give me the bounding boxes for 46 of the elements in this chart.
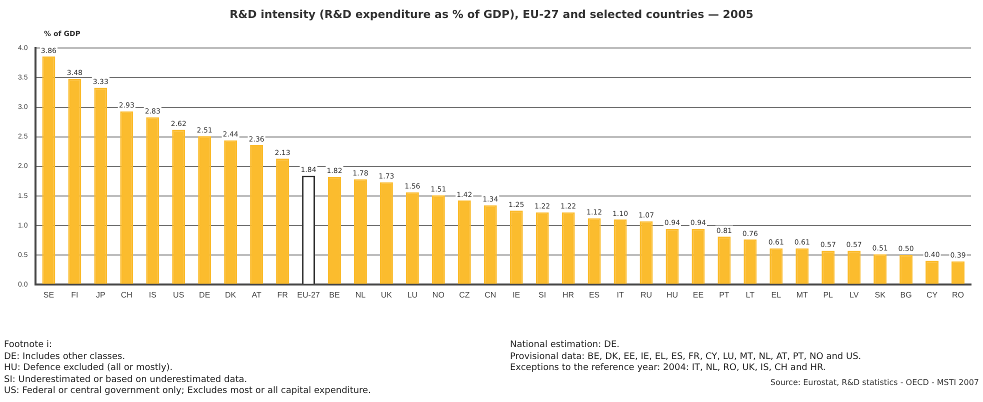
- chart-title: R&D intensity (R&D expenditure as % of GDP), EU-27 and selected countries — 2005: [228, 8, 754, 21]
- text: Provisional data: BE, DK, EE, IE, EL, ES, FR, CY, LU, MT, NL, AT, PT, NO and US.: [510, 352, 862, 363]
- x-tick-label: RO: [952, 290, 964, 300]
- x-tick-label: NO: [432, 290, 444, 300]
- text: HU: Defence excluded (all or mostly).: [4, 363, 174, 374]
- x-tick-label: SK: [874, 290, 886, 300]
- x-tick-label: IT: [616, 290, 624, 300]
- x-tick-label: LV: [849, 290, 860, 300]
- x-tick-label: LU: [407, 290, 418, 300]
- text: SI: Underestimated or based on underestimated data.: [4, 374, 248, 386]
- x-tick-label: SE: [43, 290, 54, 300]
- x-tick-label: JP: [96, 290, 106, 300]
- x-tick-label: EU-27: [297, 290, 320, 300]
- x-tick-label: DE: [199, 290, 210, 300]
- x-tick-label: US: [173, 290, 184, 300]
- x-tick-label: HU: [666, 290, 678, 300]
- x-tick-label: LT: [746, 290, 755, 300]
- x-tick-label: PL: [823, 290, 834, 300]
- x-tick-label: ES: [588, 290, 600, 300]
- x-tick-label: SI: [538, 290, 546, 300]
- x-tick-label: BE: [329, 290, 340, 300]
- text: Footnote i:: [4, 340, 54, 352]
- text: National estimation: DE.: [510, 340, 621, 352]
- x-tick-label: CN: [484, 290, 496, 300]
- text: US: Federal or central government only; Excludes most or all capital expenditure.: [4, 386, 371, 398]
- x-tick-label: HR: [562, 290, 574, 300]
- x-tick-label: CZ: [459, 290, 470, 300]
- x-tick-label: BG: [900, 290, 912, 300]
- x-tick-label: EE: [692, 290, 704, 300]
- text: Exceptions to the reference year: 2004: IT, NL, RO, UK, IS, CH and HR.: [510, 363, 827, 374]
- x-tick-label: CY: [926, 290, 938, 300]
- x-tick-label: DK: [225, 290, 237, 300]
- x-tick-label: CH: [120, 290, 133, 300]
- x-tick-label: FI: [71, 290, 78, 300]
- x-tick-label: IE: [512, 290, 520, 300]
- x-tick-label: NL: [355, 290, 366, 300]
- x-tick-label: IS: [148, 290, 156, 300]
- x-tick-label: UK: [380, 290, 393, 300]
- x-tick-label: AT: [252, 290, 262, 300]
- x-tick-label: RU: [640, 290, 652, 300]
- x-tick-label: FR: [277, 290, 288, 300]
- x-tick-label: MT: [796, 290, 808, 300]
- x-tick-label: EL: [771, 290, 782, 300]
- x-tick-label: PT: [719, 290, 730, 300]
- source-note: Source: Eurostat, R&D statistics - OECD - MSTI 2007: [770, 378, 979, 387]
- text: DE: Includes other classes.: [4, 352, 126, 363]
